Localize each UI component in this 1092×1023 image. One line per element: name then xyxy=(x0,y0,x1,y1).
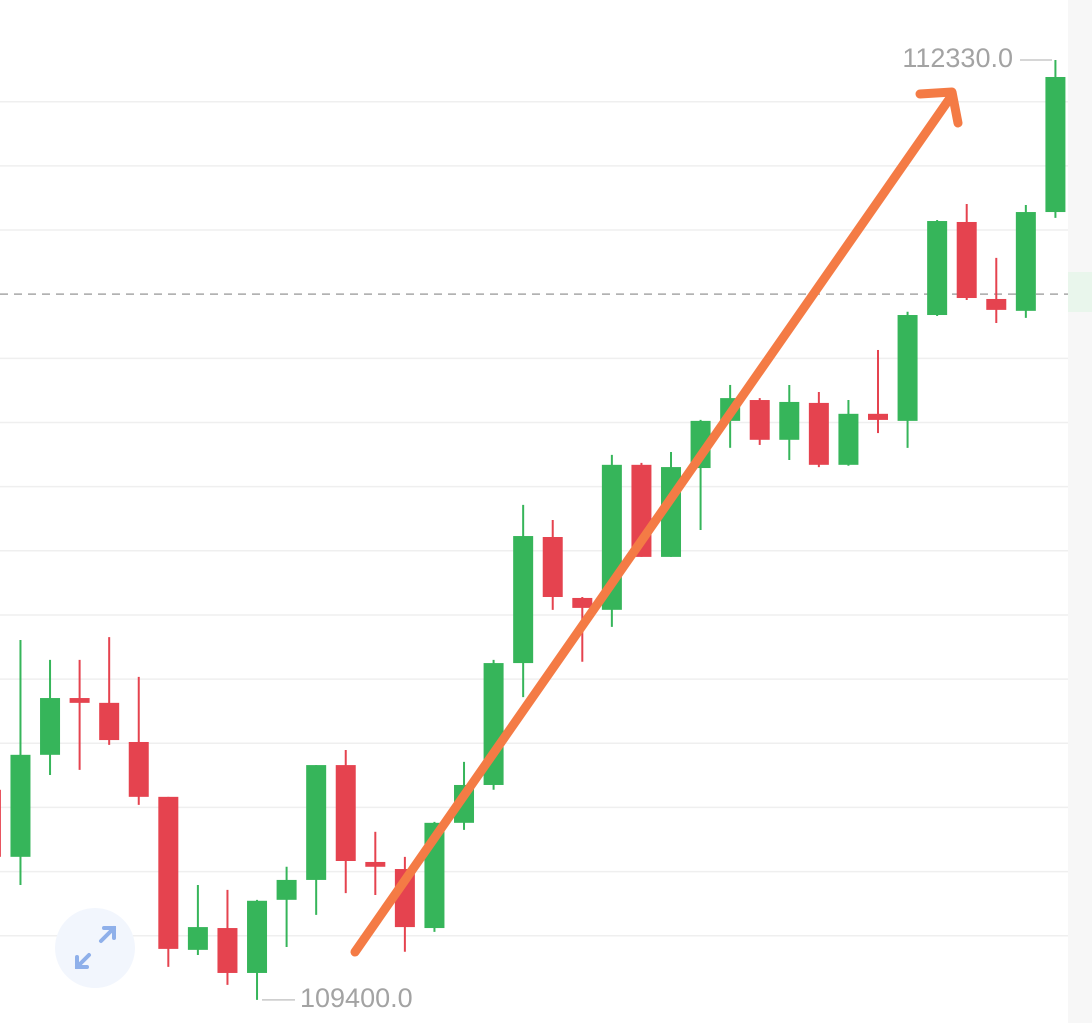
candle-body xyxy=(69,698,90,703)
candle-body xyxy=(99,702,120,741)
candle-body xyxy=(247,900,268,973)
candle-body xyxy=(365,861,386,867)
candle-body xyxy=(956,221,977,299)
candle-body xyxy=(1045,76,1066,213)
candle-body xyxy=(1015,212,1036,311)
candle-body xyxy=(749,400,770,440)
candle-body xyxy=(897,315,918,421)
candle-body xyxy=(0,789,1,857)
candle-body xyxy=(572,597,593,608)
candle-body xyxy=(187,927,208,950)
candle-body xyxy=(128,741,149,797)
candle-body xyxy=(276,879,297,900)
max-label: 112330.0 xyxy=(902,43,1013,73)
candle-body xyxy=(808,402,829,465)
candle-body xyxy=(986,298,1007,310)
trend-arrow xyxy=(350,87,963,957)
candle-body xyxy=(306,765,327,880)
candle-body xyxy=(542,537,563,597)
candle-body xyxy=(868,413,888,420)
candle-body xyxy=(779,401,800,440)
price-tag xyxy=(1068,272,1092,312)
candle-body xyxy=(513,536,534,664)
candle-body xyxy=(838,413,859,465)
right-strip xyxy=(1068,0,1092,1023)
candle-body xyxy=(927,221,948,316)
candle-body xyxy=(40,698,61,755)
candle-body xyxy=(217,928,238,973)
expand-button[interactable] xyxy=(55,908,135,988)
candle-body xyxy=(10,754,31,857)
candle-body xyxy=(335,765,356,862)
candle-body xyxy=(158,796,179,949)
min-label: 109400.0 xyxy=(300,983,413,1013)
